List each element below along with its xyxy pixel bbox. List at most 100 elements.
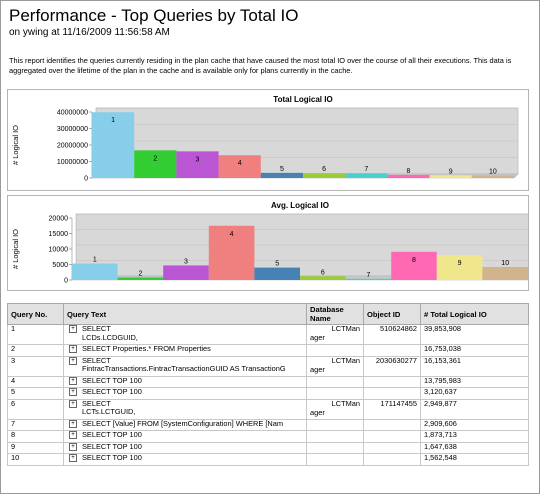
chart-bar[interactable] [482,266,528,280]
col-header-query-text[interactable]: Query Text [63,303,307,325]
top-queries-table: Query No. Query Text Database Name Object… [7,303,529,466]
table-row[interactable]: 4 + SELECT TOP 100 13,795,983 [7,375,529,388]
chart-bar[interactable] [134,150,177,178]
object-id-cell [363,453,421,466]
total-logical-io-chart: Total Logical IO 0 10000000 20000000 3000000… [11,95,519,183]
table-row[interactable]: 5 + SELECT TOP 100 3,120,637 [7,387,529,400]
chart-bar[interactable] [300,276,346,280]
total-io-cell: 1,873,713 [420,430,529,443]
expand-icon[interactable]: + [69,419,77,428]
table-row[interactable]: 8 + SELECT TOP 100 1,873,713 [7,430,529,443]
y-tick-label: 10000 [49,247,69,254]
expand-icon[interactable]: + [69,431,77,440]
database-name-line1: LCTMan [331,324,360,333]
y-tick-label: 15000 [49,231,69,238]
chart-bar[interactable] [345,173,388,178]
query-text: SELECT Properties.* FROM Properties [82,344,211,353]
expand-icon[interactable]: + [69,376,77,385]
chart-bar[interactable] [176,151,219,178]
col-header-database-name[interactable]: Database Name [306,303,364,325]
report-title: Performance - Top Queries by Total IO [9,6,299,25]
chart-bar[interactable] [260,172,303,178]
bar-data-label: 5 [280,166,284,173]
chart-bar[interactable] [208,225,255,280]
col-header-database-line1: Database [310,305,344,314]
query-text: SELECT TOP 100 [82,431,142,439]
query-text-cell: + SELECT TOP 100 [63,453,307,466]
object-id-cell [363,418,421,431]
query-text: SELECT LCTs.LCTGUID, [82,400,135,417]
expand-icon[interactable]: + [69,400,77,408]
query-text-cell: + SELECT TOP 100 [63,387,307,400]
bar-data-label: 6 [322,166,326,173]
object-id-cell [363,375,421,388]
query-text-line1: SELECT TOP 100 [82,442,142,451]
bar-data-label: 7 [366,272,370,279]
query-text-cell: + SELECT LCTs.LCTGUID, [63,398,307,420]
expand-icon[interactable]: + [69,388,77,397]
chart-bar[interactable] [92,112,135,178]
query-text-line1: SELECT TOP 100 [82,453,142,462]
object-id-cell: 171147455 [363,398,421,420]
chart-bar[interactable] [117,277,164,280]
bar-data-label: 10 [501,260,509,267]
query-text-line1: SELECT TOP 100 [82,376,142,385]
chart-bar[interactable] [436,255,483,280]
y-tick-label: 10000000 [57,159,88,166]
chart-bar[interactable] [218,155,261,178]
database-name-cell: LCTMan ager [306,398,364,420]
chart-bar[interactable] [163,265,209,280]
total-io-cell: 39,853,908 [420,324,529,345]
chart-bar[interactable] [254,267,300,280]
table-row[interactable]: 7 + SELECT [Value] FROM [SystemConfigurati… [7,418,529,431]
database-name-cell: LCTMan ager [306,355,364,377]
table-row[interactable]: 10 + SELECT TOP 100 1,562,548 [7,453,529,466]
total-io-cell: 1,562,548 [420,453,529,466]
chart-bar[interactable] [471,175,514,178]
table-row[interactable]: 3 + SELECT FintracTransactions.FintracTrans… [7,355,529,377]
query-text-line2: FintracTransactions.FintracTransactionGU… [82,364,286,373]
total-io-cell: 13,795,983 [420,375,529,388]
expand-icon[interactable]: + [69,357,77,365]
chart-bar[interactable] [345,278,392,280]
bar-data-label: 2 [138,271,142,278]
expand-icon[interactable]: + [69,442,77,451]
table-row[interactable]: 2 + SELECT Properties.* FROM Properties 16,… [7,344,529,357]
chart-bar[interactable] [391,251,437,280]
y-axis-label: # Logical IO [11,125,20,165]
col-header-total-io[interactable]: # Total Logical IO [420,303,529,325]
report-subtitle: on ywing at 11/16/2009 11:56:58 AM [9,27,170,38]
total-io-cell: 2,949,877 [420,398,529,420]
total-logical-io-chart-box: Total Logical IO 0 10000000 20000000 3000000… [7,89,529,191]
query-text-cell: + SELECT FintracTransactions.FintracTransa… [63,355,307,377]
query-text: SELECT TOP 100 [82,453,142,462]
chart-bar[interactable] [387,174,430,178]
bar-data-label: 4 [230,231,234,238]
query-no-cell: 3 [7,355,64,377]
table-row[interactable]: 6 + SELECT LCTs.LCTGUID, LCTMan ager 171147455… [7,398,529,420]
expand-icon[interactable]: + [69,454,77,463]
col-header-query-no[interactable]: Query No. [7,303,64,325]
database-name-cell [306,375,364,388]
object-id-cell [363,430,421,443]
query-no-cell: 4 [7,375,64,388]
col-header-object-id[interactable]: Object ID [363,303,421,325]
query-text-line1: SELECT [82,399,111,408]
query-text-line1: SELECT [82,324,111,333]
chart-bar[interactable] [429,175,472,178]
expand-icon[interactable]: + [69,325,77,334]
total-io-cell: 3,120,637 [420,387,529,400]
chart-bar[interactable] [303,173,346,178]
query-text-line1: SELECT [82,356,111,365]
table-row[interactable]: 1 + SELECT LCDs.LCDGUID, LCTMan ager 510624862… [7,324,529,345]
query-text-line1: SELECT Properties.* FROM Properties [82,344,211,353]
query-no-cell: 9 [7,441,64,454]
expand-icon[interactable]: + [69,345,77,354]
object-id-cell [363,441,421,454]
query-no-cell: 5 [7,387,64,400]
table-row[interactable]: 9 + SELECT TOP 100 1,647,638 [7,441,529,454]
query-text-cell: + SELECT TOP 100 [63,430,307,443]
chart-bar[interactable] [72,263,118,280]
y-tick-label: 20000 [49,216,69,223]
query-text-line1: SELECT [Value] FROM [SystemConfiguration… [82,419,283,428]
